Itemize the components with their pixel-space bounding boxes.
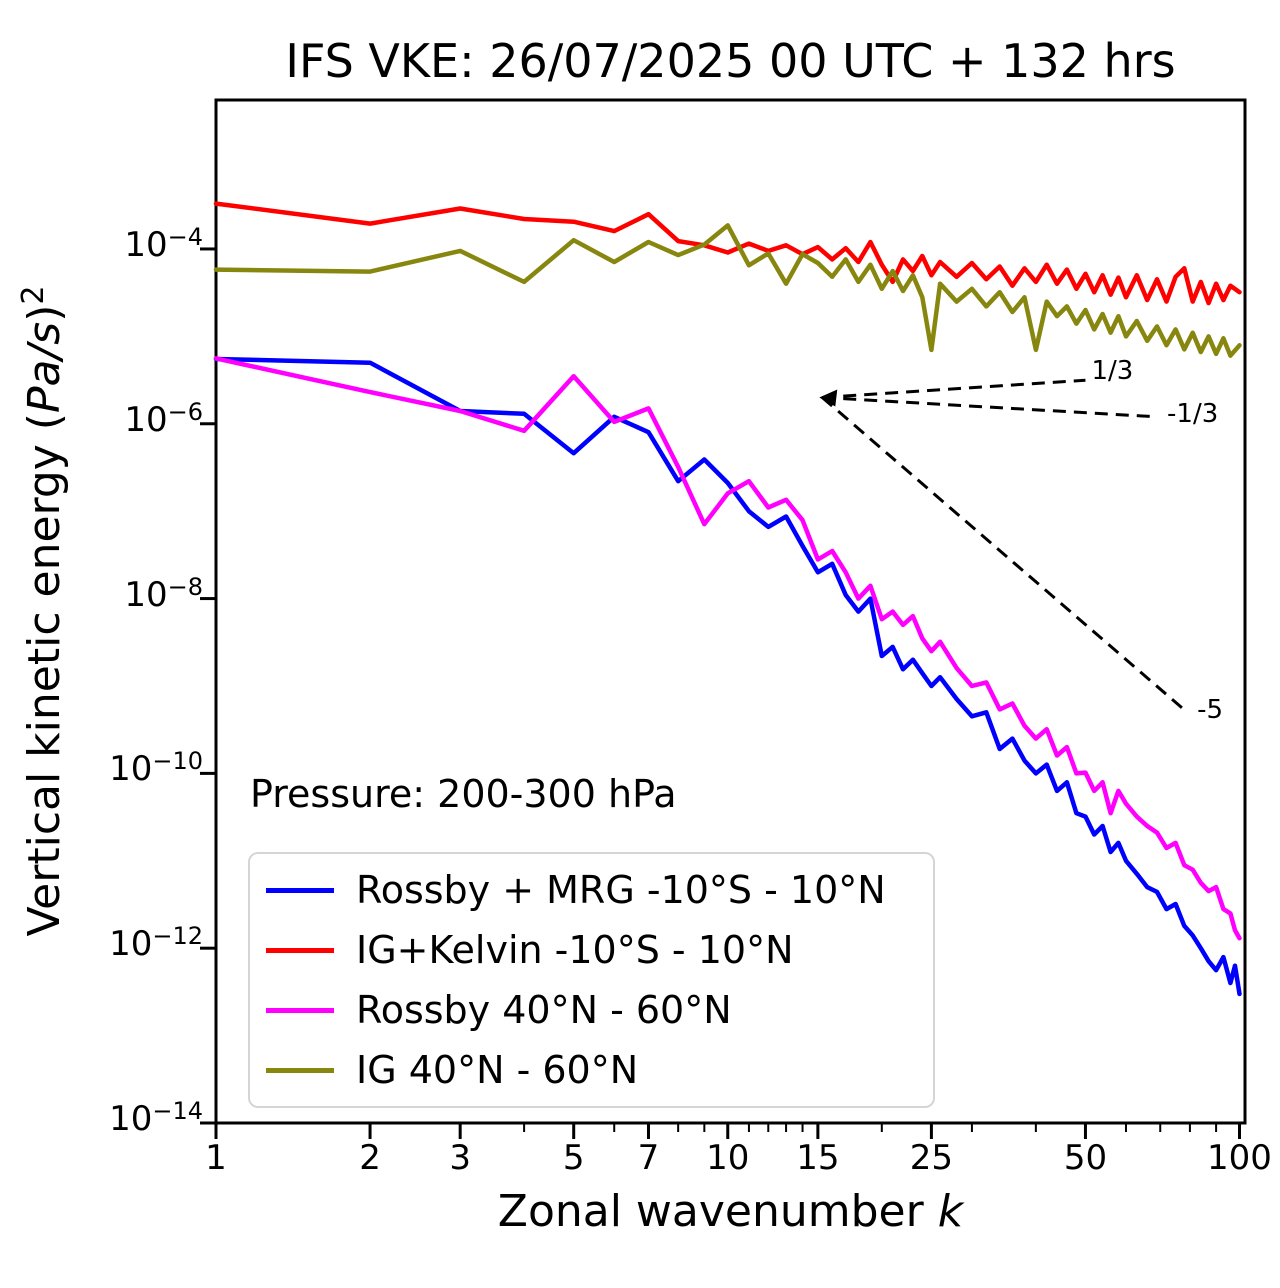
y-tick-label: 10−6 [124,397,203,440]
y-tick-label: 10−10 [109,747,203,790]
legend-label: IG 40°N - 60°N [356,1048,639,1092]
legend-line-swatch [266,1067,334,1073]
pressure-annotation: Pressure: 200-300 hPa [250,772,677,816]
x-tick-label: 10 [706,1138,750,1178]
legend-label: Rossby + MRG -10°S - 10°N [356,868,886,912]
legend-item: Rossby 40°N - 60°N [266,981,923,1039]
legend-item: IG+Kelvin -10°S - 10°N [266,921,923,979]
x-tick-label: 3 [449,1138,471,1178]
x-tick-label: 2 [359,1138,381,1178]
y-tick-label: 10−8 [124,572,203,615]
slope-guide-line [822,378,1086,399]
legend-item: IG 40°N - 60°N [266,1041,923,1099]
legend-line-swatch [266,887,334,893]
x-tick-label: 15 [796,1138,840,1178]
guide-arrowhead [819,389,838,407]
x-tick-label: 5 [562,1138,585,1178]
y-tick-label: 10−4 [124,222,203,265]
x-tick-label: 7 [637,1138,660,1178]
legend-label: Rossby 40°N - 60°N [356,988,732,1032]
legend: Rossby + MRG -10°S - 10°N IG+Kelvin -10°… [248,852,935,1108]
x-axis-label: Zonal wavenumber k [216,1186,1245,1237]
x-tick-label: 1 [205,1138,227,1178]
chart-title: IFS VKE: 26/07/2025 00 UTC + 132 hrs [285,34,1176,88]
x-tick-label: 100 [1207,1138,1272,1178]
legend-line-swatch [266,1007,334,1013]
y-tick-label: 10−12 [109,922,203,965]
series-line [213,223,1242,358]
axes-frame [214,98,1247,1125]
slope-guide-line [822,395,1158,419]
legend-label: IG+Kelvin -10°S - 10°N [356,928,794,972]
slope-label: -5 [1197,695,1224,726]
slope-guide-line [821,396,1189,714]
series-line [213,356,1242,941]
slope-label: 1/3 [1091,356,1134,387]
x-tick-label: 25 [909,1138,954,1178]
x-tick-label: 50 [1063,1138,1108,1178]
x-axis-label-text: Zonal wavenumber [497,1186,938,1237]
x-axis-label-symbol: k [937,1186,964,1237]
legend-item: Rossby + MRG -10°S - 10°N [266,861,923,919]
series-line [213,201,1242,306]
y-tick-label: 10−14 [109,1097,203,1139]
legend-line-swatch [266,947,334,953]
slope-label: -1/3 [1167,398,1219,429]
series-line [213,356,1242,997]
